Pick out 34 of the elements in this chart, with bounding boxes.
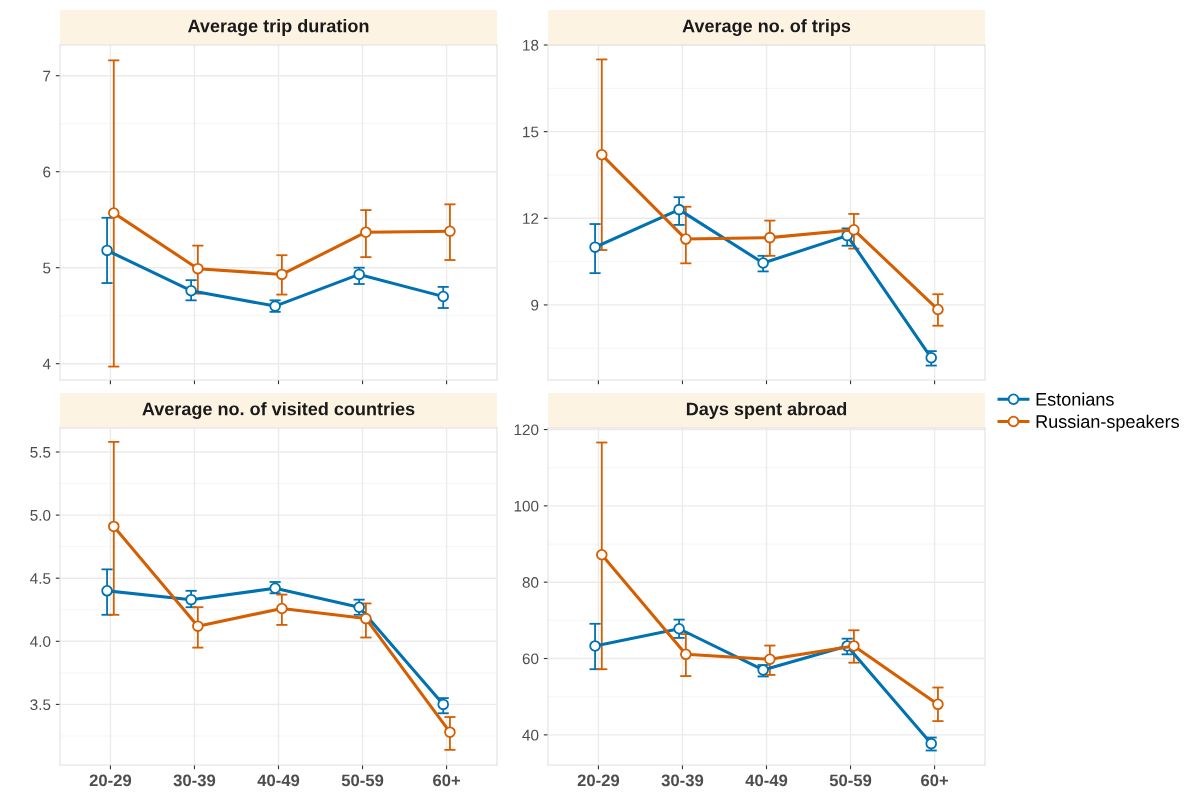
y-tick-label: 60: [522, 653, 539, 665]
chart-title: Average no. of trips: [682, 19, 851, 36]
y-tick-label: 15: [523, 126, 539, 138]
chart-title: Average no. of visited countries: [142, 402, 415, 419]
x-tick-label: 40-49: [745, 774, 788, 787]
x-tick-label: 60+: [921, 774, 949, 787]
y-tick-label: 5.0: [30, 509, 51, 521]
y-tick-label: 9: [531, 299, 539, 311]
y-tick-label: 4.5: [30, 573, 51, 584]
legend-label: Estonians: [1036, 392, 1114, 406]
x-tick-label: 40-49: [257, 774, 300, 787]
y-tick-label: 40: [522, 729, 539, 741]
legend-label: Russian-speakers: [1036, 414, 1179, 432]
y-tick-label: 4.0: [30, 636, 51, 647]
y-tick-label: 80: [522, 577, 539, 588]
y-tick-label: 100: [514, 500, 539, 512]
y-tick-label: 5.5: [30, 447, 51, 458]
y-tick-label: 3.5: [30, 699, 51, 711]
y-tick-label: 18: [523, 39, 539, 51]
y-tick-label: 5: [43, 262, 51, 274]
x-tick-label: 50-59: [341, 774, 384, 787]
x-tick-label: 30-39: [661, 774, 704, 787]
y-tick-label: 7: [43, 70, 51, 82]
y-tick-label: 6: [43, 166, 51, 178]
chart-title: Average trip duration: [188, 19, 369, 36]
y-tick-label: 12: [523, 213, 539, 224]
x-tick-label: 30-39: [173, 774, 216, 787]
chart-title: Days spent abroad: [686, 402, 847, 419]
y-tick-label: 120: [514, 424, 539, 436]
x-tick-label: 20-29: [89, 774, 132, 787]
x-tick-label: 20-29: [577, 774, 620, 787]
y-tick-label: 4: [42, 358, 51, 370]
x-tick-label: 50-59: [829, 774, 872, 787]
x-tick-label: 60+: [433, 774, 461, 787]
